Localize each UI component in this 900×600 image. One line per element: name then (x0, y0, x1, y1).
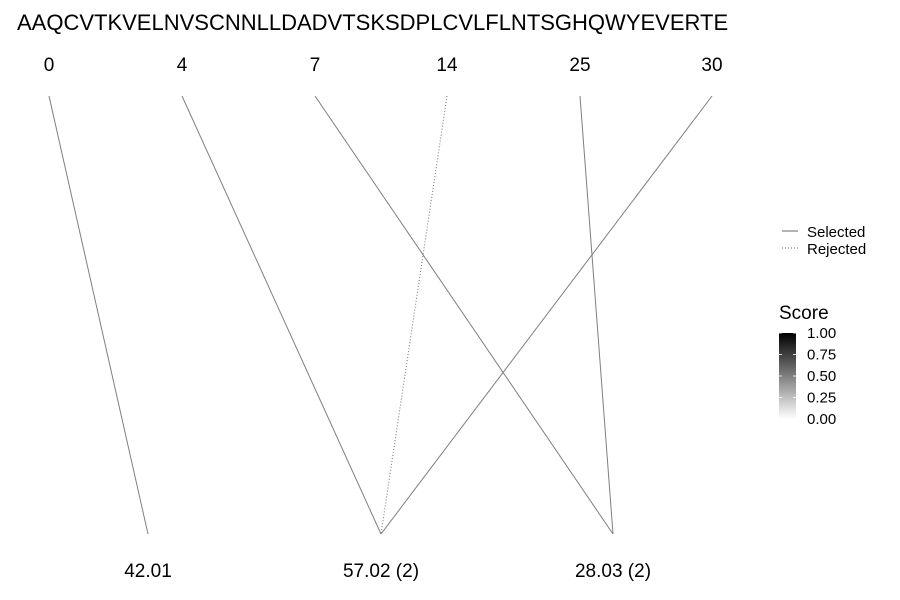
score-colorbar: Score 1.00 0.75 0.50 0.25 0.00 (779, 303, 836, 428)
bottom-mass-label: 57.02 (2) (343, 561, 419, 582)
link-line-selected (579, 95, 614, 535)
colorbar-gradient (779, 333, 796, 419)
link-line-selected (314, 95, 614, 535)
bottom-mass-label: 28.03 (2) (575, 561, 651, 582)
legend-rejected-label: Rejected (807, 241, 866, 258)
link-line-selected (48, 95, 149, 535)
top-position-label: 14 (436, 55, 458, 76)
colorbar-tick-label: 0.50 (807, 368, 836, 385)
links-layer (48, 95, 713, 535)
top-position-labels: 0 4 7 14 25 30 (44, 55, 723, 76)
legend-selected-label: Selected (807, 224, 865, 241)
top-position-label: 25 (569, 55, 590, 76)
link-line-selected (181, 95, 382, 535)
bottom-mass-labels: 42.01 57.02 (2) 28.03 (2) (124, 561, 651, 582)
link-line-rejected (380, 95, 448, 535)
linetype-legend: Selected Rejected (782, 224, 866, 258)
top-position-label: 7 (310, 55, 321, 76)
colorbar-title: Score (779, 303, 829, 324)
colorbar-ticks: 1.00 0.75 0.50 0.25 0.00 (779, 325, 836, 428)
top-position-label: 0 (44, 55, 55, 76)
colorbar-tick-label: 0.00 (807, 411, 836, 428)
colorbar-tick-label: 0.25 (807, 390, 836, 407)
top-position-label: 4 (177, 55, 188, 76)
bottom-mass-label: 42.01 (124, 561, 172, 582)
link-line-selected (380, 95, 713, 535)
top-position-label: 30 (701, 55, 722, 76)
colorbar-tick-label: 1.00 (807, 325, 836, 342)
colorbar-tick-label: 0.75 (807, 347, 836, 364)
peptide-sequence: AAQCVTKVELNVSCNNLLDADVTSKSDPLCVLFLNTSGHQ… (17, 10, 728, 35)
